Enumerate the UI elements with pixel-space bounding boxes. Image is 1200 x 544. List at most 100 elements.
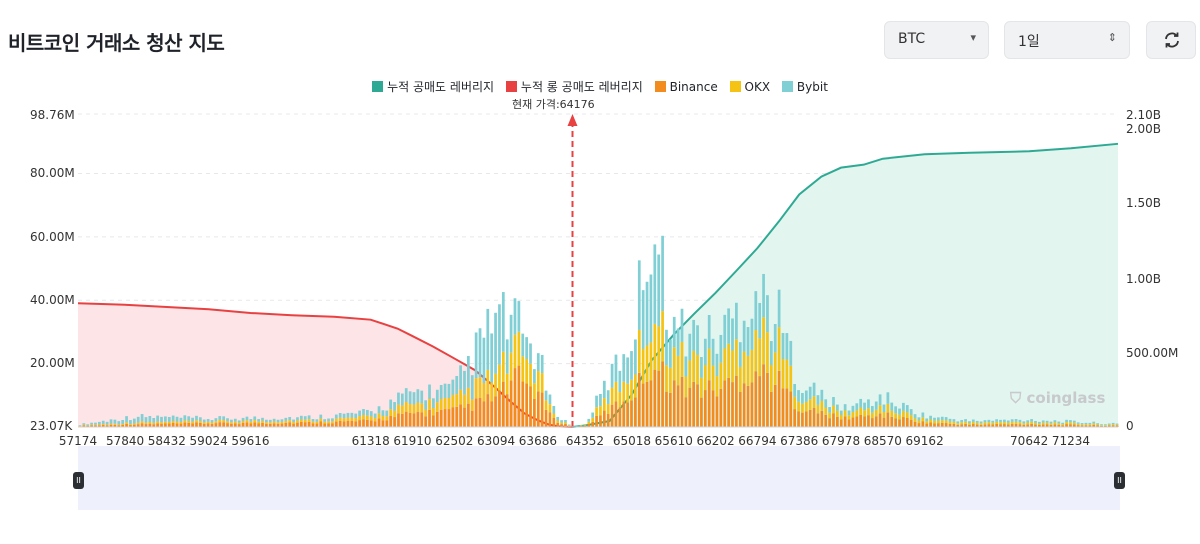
bar-binance (750, 382, 754, 427)
bar-bybit (198, 417, 202, 422)
bar-bybit (156, 415, 159, 422)
bar-okx (727, 343, 730, 378)
bar-bybit (230, 419, 233, 423)
bar-binance (867, 415, 870, 427)
bar-okx (851, 412, 855, 418)
bar-bybit (369, 411, 373, 417)
y-left-tick: 80.00M (30, 166, 75, 180)
period-select[interactable]: 1일 ⇕ (1004, 21, 1130, 59)
bar-okx (1053, 422, 1057, 425)
bar-okx (773, 352, 777, 385)
legend-item-short[interactable]: 누적 공매도 레버리지 (372, 78, 494, 95)
bar-binance (742, 383, 746, 427)
bar-okx (925, 421, 929, 424)
bar-bybit (327, 418, 330, 422)
bar-binance (171, 422, 175, 427)
bar-okx (672, 347, 676, 381)
bar-binance (498, 390, 501, 427)
legend-item-okx[interactable]: OKX (729, 80, 770, 94)
y-left-tick: 23.07K (30, 419, 73, 433)
legend-label: 누적 공매도 레버리지 (387, 80, 495, 94)
bar-okx (1006, 422, 1010, 425)
slider-handle-right[interactable]: II (1114, 472, 1125, 489)
bar-bybit (1018, 419, 1022, 423)
bar-bybit (521, 333, 525, 357)
bar-bybit (762, 273, 765, 318)
bar-bybit (746, 327, 750, 356)
bar-okx (781, 359, 785, 389)
bar-bybit (750, 318, 754, 350)
refresh-button[interactable] (1146, 21, 1196, 59)
legend-item-binance[interactable]: Binance (654, 80, 718, 94)
bar-okx (968, 423, 971, 425)
bar-okx (350, 417, 354, 421)
bar-binance (890, 416, 894, 427)
legend-item-bybit[interactable]: Bybit (781, 80, 828, 94)
bar-bybit (191, 417, 194, 422)
bar-binance (354, 421, 358, 427)
bar-okx (801, 403, 804, 413)
bar-okx (109, 423, 113, 425)
bar-binance (265, 423, 268, 427)
bar-binance (839, 419, 843, 427)
bar-bybit (536, 353, 540, 372)
bar-binance (692, 381, 696, 427)
bar-okx (898, 414, 901, 420)
bar-okx (195, 420, 198, 423)
bar-okx (183, 420, 187, 423)
bar-okx (789, 365, 793, 392)
bar-okx (381, 416, 385, 421)
bar-bybit (311, 419, 315, 422)
bar-okx (641, 348, 645, 384)
bar-binance (206, 423, 210, 427)
bar-binance (933, 423, 936, 427)
bar-bybit (1084, 422, 1088, 425)
bar-bybit (117, 421, 121, 425)
bar-binance (944, 423, 948, 427)
bar-bybit (342, 413, 346, 419)
bar-bybit (171, 415, 175, 422)
bar-bybit (898, 408, 901, 415)
bar-binance (160, 423, 163, 427)
bar-bybit (1049, 421, 1053, 424)
bar-okx (525, 358, 528, 384)
coin-select[interactable]: BTC ▾ (884, 21, 989, 59)
bar-okx (1107, 424, 1111, 426)
bar-bybit (863, 402, 866, 411)
bar-binance (882, 417, 886, 427)
bar-okx (412, 404, 416, 414)
bar-binance (785, 388, 789, 427)
bar-okx (121, 423, 125, 425)
bar-binance (385, 420, 389, 427)
bar-bybit (206, 419, 210, 422)
bar-okx (700, 377, 703, 398)
bar-binance (599, 415, 602, 427)
bar-okx (276, 422, 280, 424)
bar-binance (812, 407, 816, 427)
bar-okx (890, 410, 894, 417)
bar-bybit (420, 390, 424, 404)
slider-handle-left[interactable]: II (73, 472, 84, 489)
x-tick-label: 68570 (863, 434, 902, 448)
bar-bybit (634, 339, 637, 375)
bar-okx (249, 421, 253, 424)
bar-okx (237, 422, 241, 425)
legend-item-long[interactable]: 누적 롱 공매도 레버리지 (505, 78, 643, 95)
bar-okx (400, 405, 404, 414)
bar-bybit (816, 395, 820, 405)
bar-okx (847, 415, 851, 420)
coin-select-value: BTC (898, 31, 926, 47)
bar-binance (362, 419, 365, 427)
bar-binance (397, 413, 400, 427)
bar-okx (501, 351, 505, 382)
bar-okx (882, 412, 886, 418)
bar-okx (824, 407, 828, 415)
range-slider[interactable] (78, 446, 1120, 510)
bar-okx (245, 420, 249, 423)
bar-bybit (284, 417, 288, 421)
bar-okx (1065, 422, 1068, 425)
bar-okx (230, 422, 233, 424)
bar-binance (905, 417, 909, 427)
bar-binance (808, 409, 812, 427)
